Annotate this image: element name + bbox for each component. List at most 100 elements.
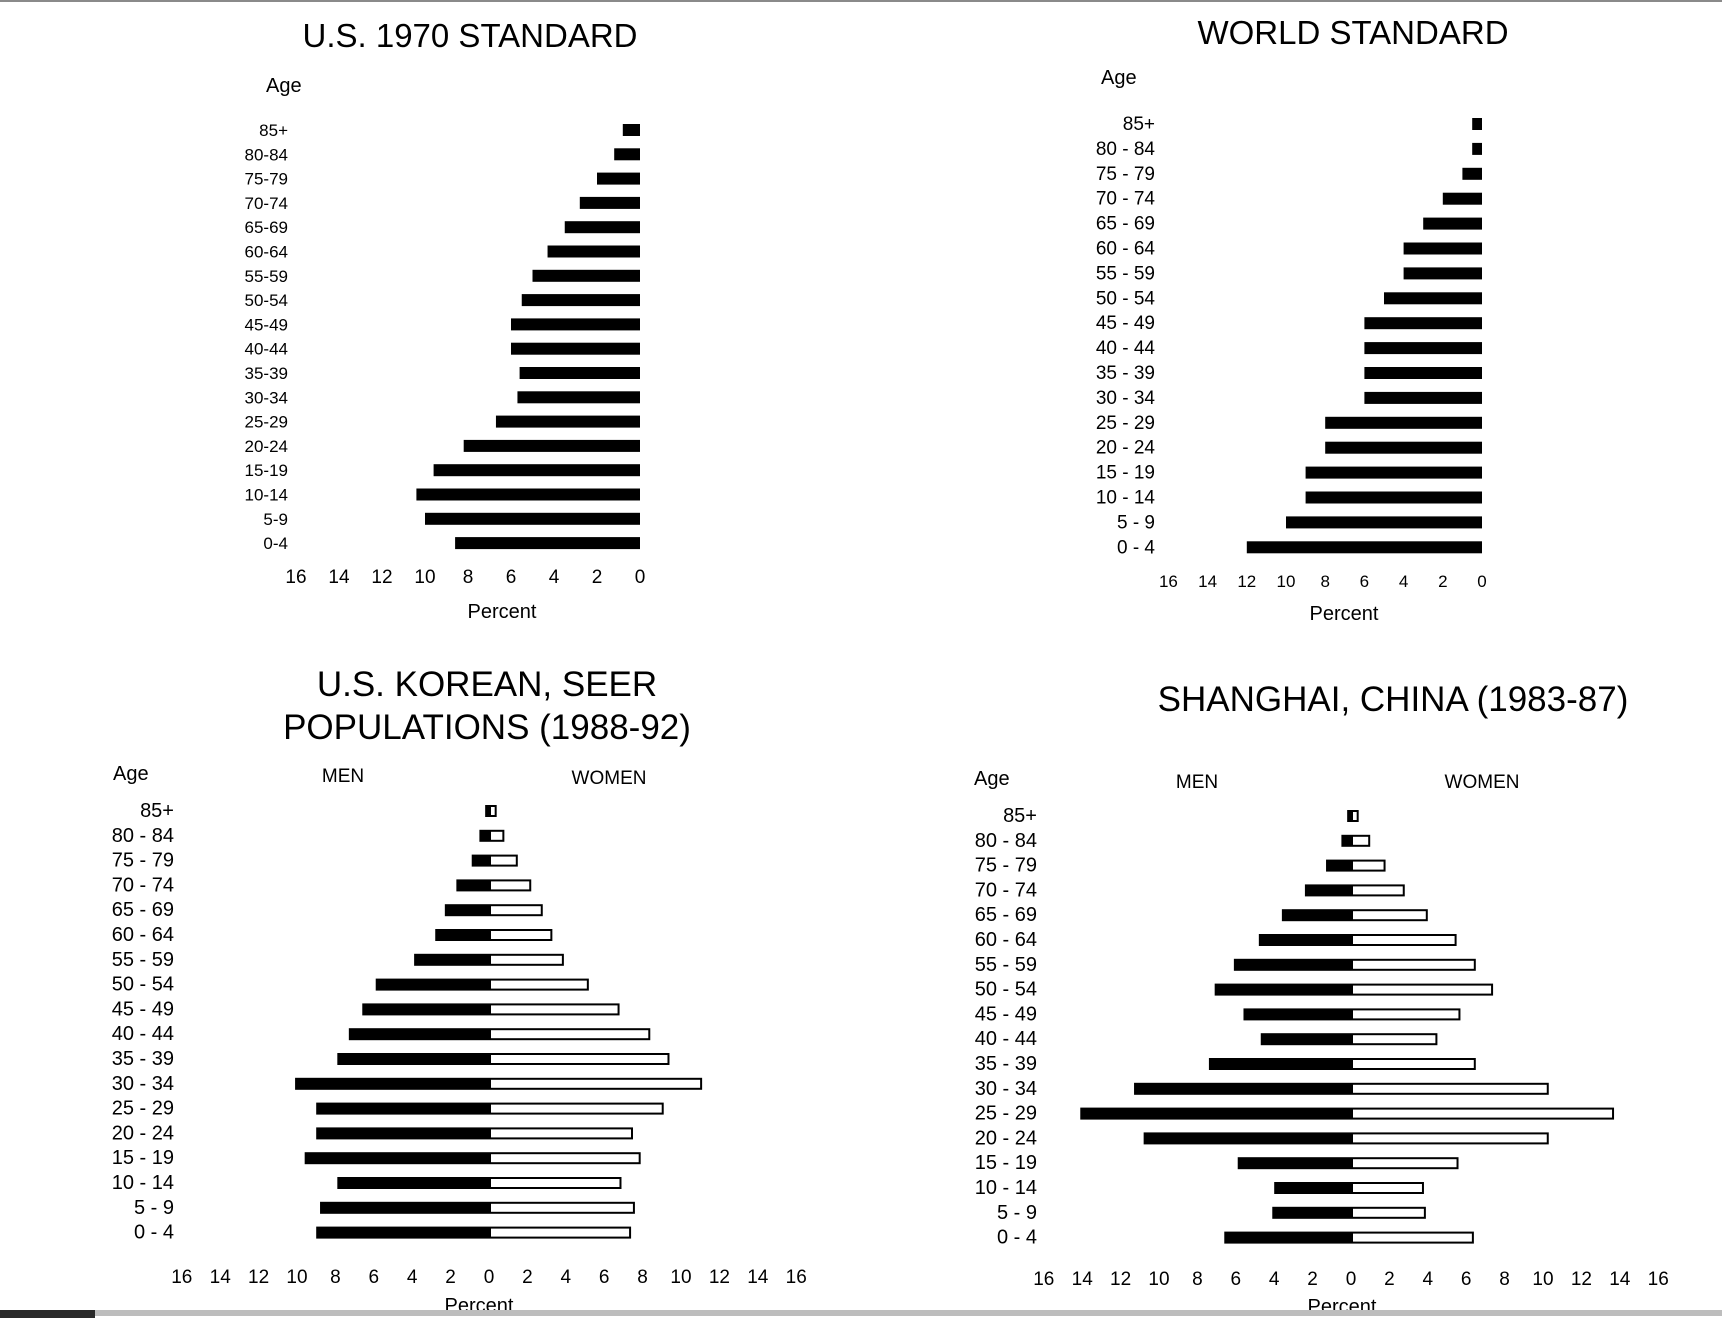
x-tick-label: 12 xyxy=(1571,1269,1592,1290)
x-tick-label: 12 xyxy=(1237,572,1256,591)
bar-men xyxy=(1341,834,1351,847)
bar-women xyxy=(489,1152,641,1165)
x-tick-label: 10 xyxy=(1277,572,1296,591)
x-tick-label: 12 xyxy=(1110,1269,1131,1290)
series-label-women: WOMEN xyxy=(1445,772,1520,793)
bar-women xyxy=(1351,1206,1426,1219)
bar-men xyxy=(1304,884,1351,897)
x-tick-label: 0 xyxy=(484,1267,495,1288)
age-group-label: 5 - 9 xyxy=(1117,512,1155,533)
age-group-label: 75 - 79 xyxy=(1096,164,1155,185)
bar xyxy=(1364,391,1482,404)
chart-title: U.S. KOREAN, SEER xyxy=(317,665,657,704)
age-group-label: 35 - 39 xyxy=(975,1053,1037,1075)
bar xyxy=(517,391,640,404)
x-tick-label: 12 xyxy=(248,1267,269,1288)
bar-women xyxy=(489,1102,664,1115)
age-group-label: 0 - 4 xyxy=(134,1222,174,1244)
bar xyxy=(1403,242,1482,255)
bar-women xyxy=(1351,1231,1474,1244)
bar-women xyxy=(489,929,553,941)
age-group-label: 40 - 44 xyxy=(1096,338,1156,359)
age-group-label: 85+ xyxy=(140,800,174,822)
bottom-border xyxy=(0,1310,1722,1316)
age-group-label: 0-4 xyxy=(263,534,288,553)
bar-men xyxy=(348,1028,489,1041)
age-group-label: 60-64 xyxy=(245,243,288,262)
x-tick-label: 12 xyxy=(371,567,392,588)
x-tick-label: 10 xyxy=(670,1267,691,1288)
age-group-label: 40-44 xyxy=(245,340,288,359)
bar xyxy=(519,367,640,379)
age-group-label: 65 - 69 xyxy=(1096,214,1155,235)
bar-men xyxy=(304,1152,489,1165)
age-group-label: 25 - 29 xyxy=(975,1103,1037,1125)
bar-women xyxy=(489,1053,670,1065)
age-group-label: 55 - 59 xyxy=(112,949,174,971)
age-group-label: 45 - 49 xyxy=(1096,313,1155,334)
age-group-label: 45-49 xyxy=(245,315,288,334)
x-tick-label: 2 xyxy=(1438,572,1447,591)
age-group-label: 30-34 xyxy=(245,388,288,407)
age-group-label: 35-39 xyxy=(245,364,288,383)
bar-men xyxy=(479,829,489,842)
x-axis-label: Percent xyxy=(1310,603,1379,625)
bar-men xyxy=(1260,1033,1351,1046)
age-group-label: 50 - 54 xyxy=(112,974,174,996)
bar xyxy=(1423,217,1482,230)
bar-men xyxy=(337,1053,489,1065)
x-tick-label: 14 xyxy=(1609,1269,1631,1290)
bar-women xyxy=(489,904,543,917)
bar-women xyxy=(489,1003,620,1016)
bar-women xyxy=(489,953,564,966)
age-group-label: 50 - 54 xyxy=(1096,288,1156,309)
x-tick-label: 16 xyxy=(1648,1269,1669,1290)
bar-women xyxy=(489,1028,651,1041)
bar xyxy=(1246,541,1482,554)
bar-women xyxy=(1351,1058,1476,1070)
bar xyxy=(614,148,640,161)
x-tick-label: 10 xyxy=(414,567,435,588)
bar-men xyxy=(337,1177,489,1189)
chart-title: U.S. 1970 STANDARD xyxy=(303,17,638,54)
age-group-label: 35 - 39 xyxy=(1096,363,1155,384)
bar-women xyxy=(1351,1107,1615,1120)
age-group-label: 20 - 24 xyxy=(112,1122,174,1144)
age-group-label: 45 - 49 xyxy=(975,1003,1037,1025)
bar xyxy=(597,172,640,185)
bar-women xyxy=(1351,958,1476,971)
bar-men xyxy=(1326,859,1351,872)
age-group-label: 75 - 79 xyxy=(975,855,1037,877)
bar-men xyxy=(320,1201,489,1214)
bar-women xyxy=(1351,1157,1459,1170)
bar-women xyxy=(489,1226,632,1239)
x-tick-label: 8 xyxy=(463,567,474,588)
age-group-label: 55-59 xyxy=(245,267,288,286)
bar xyxy=(1403,267,1482,280)
x-tick-label: 8 xyxy=(637,1267,648,1288)
bar xyxy=(1305,491,1482,504)
bar xyxy=(1305,466,1482,479)
chart-subtitle: POPULATIONS (1988-92) xyxy=(283,708,691,747)
bar-women xyxy=(489,1177,622,1189)
bar xyxy=(547,245,640,258)
y-axis-label: Age xyxy=(1101,67,1137,89)
x-tick-label: 0 xyxy=(1346,1269,1357,1290)
x-tick-label: 14 xyxy=(210,1267,232,1288)
bar-men xyxy=(362,1003,489,1016)
bar-men xyxy=(414,953,489,966)
series-label-men: MEN xyxy=(1176,772,1218,793)
age-group-label: 70 - 74 xyxy=(1096,189,1156,210)
y-axis-label: Age xyxy=(113,763,149,785)
series-label-men: MEN xyxy=(322,766,364,787)
age-group-label: 35 - 39 xyxy=(112,1048,174,1070)
bar-women xyxy=(1351,834,1371,847)
age-group-label: 65 - 69 xyxy=(112,899,174,921)
age-group-label: 50-54 xyxy=(245,291,288,310)
age-group-label: 15 - 19 xyxy=(1096,463,1155,484)
x-tick-label: 4 xyxy=(561,1267,572,1288)
bar-women xyxy=(1351,1132,1549,1145)
bar-women xyxy=(1351,1082,1549,1095)
bar-men xyxy=(471,854,489,867)
bar xyxy=(433,464,640,477)
